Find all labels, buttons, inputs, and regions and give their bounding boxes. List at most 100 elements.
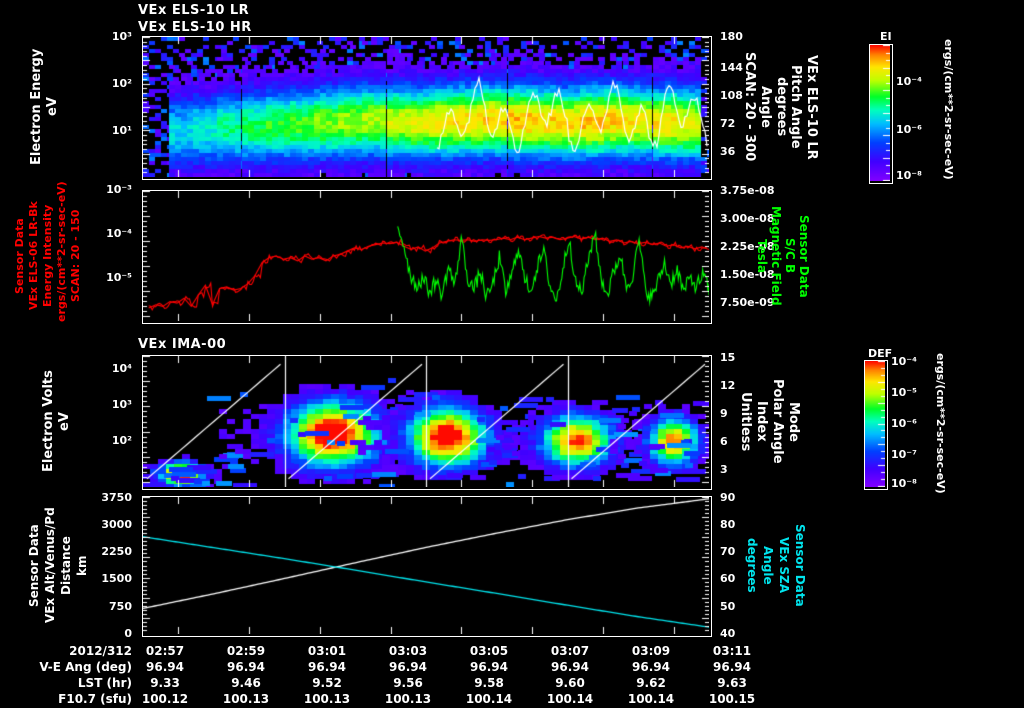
panel1-right-axis-label-4: degrees xyxy=(774,77,789,137)
panel4-ytick-5: 0 xyxy=(124,627,132,640)
panel2-left-axis-label-5: SCAN: 20 - 150 xyxy=(69,209,82,303)
table-cell-r2-c3: 9.56 xyxy=(393,676,423,690)
table-cell-r1-c4: 96.94 xyxy=(470,660,508,674)
colorbar-def-tick-2: 10⁻⁶ xyxy=(891,417,917,430)
table-cell-r3-c5: 100.14 xyxy=(546,692,594,706)
table-row-label-1: V-E Ang (deg) xyxy=(39,660,132,674)
table-cell-r3-c1: 100.13 xyxy=(222,692,270,706)
panel3-ytick-right-2: 9 xyxy=(720,407,728,420)
table-row-label-0: 2012/312 xyxy=(69,644,132,658)
panel-altitude-sza[interactable] xyxy=(142,496,712,637)
panel4-right-axis-label-4: degrees xyxy=(745,538,759,593)
panel3-ytick-right-3: 6 xyxy=(720,435,728,448)
colorbar-ei-title: EI xyxy=(880,30,892,43)
panel3-ytick-0: 10⁴ xyxy=(111,362,132,375)
panel3-ytick-1: 10³ xyxy=(111,398,132,411)
table-cell-r0-c2: 03:01 xyxy=(307,644,347,658)
table-cell-r3-c3: 100.13 xyxy=(384,692,432,706)
table-cell-r0-c7: 03:11 xyxy=(712,644,752,658)
colorbar-ei-unit: ergs/(cm**2-sr-sec-eV) xyxy=(942,38,955,180)
panel1-right-axis-label-5: SCAN: 20 - 300 xyxy=(742,52,757,162)
panel4-right-axis-label-1: Sensor Data xyxy=(793,524,807,607)
table-cell-r2-c6: 9.62 xyxy=(636,676,666,690)
panel1-right-axis-label-2: VEx ELS-10 LR xyxy=(804,54,819,160)
table-cell-r0-c6: 03:09 xyxy=(631,644,671,658)
table-cell-r1-c0: 96.94 xyxy=(146,660,184,674)
table-cell-r3-c4: 100.14 xyxy=(465,692,513,706)
panel4-right-axis-label-3: Angle xyxy=(761,546,775,585)
table-row-label-2: LST (hr) xyxy=(77,676,132,690)
colorbar-def-tick-4: 10⁻⁸ xyxy=(891,477,917,490)
table-cell-r3-c6: 100.14 xyxy=(627,692,675,706)
table-cell-r0-c5: 03:07 xyxy=(550,644,590,658)
panel4-left-axis-label-4: km xyxy=(75,555,89,576)
colorbar-def-title: DEF xyxy=(868,347,893,360)
panel-intensity-bfield[interactable] xyxy=(142,190,712,324)
table-cell-r2-c2: 9.52 xyxy=(312,676,342,690)
panel4-right-axis-label-2: VEx SZA xyxy=(777,537,791,594)
panel3-ytick-right-4: 3 xyxy=(720,463,728,476)
panel3-ytick-right-1: 12 xyxy=(720,379,736,392)
table-cell-r1-c3: 96.94 xyxy=(389,660,427,674)
panel1-title-line1: VEx ELS-10 LR xyxy=(138,3,250,18)
panel1-ytick-right-2: 108 xyxy=(720,89,743,102)
panel2-ytick-right-2: 2.25e-08 xyxy=(720,240,775,253)
panel2-right-axis-label-1: Sensor Data xyxy=(797,214,811,298)
panel2-left-axis-label-3: Energy Intensity xyxy=(41,204,54,308)
panel4-ytick-2: 2250 xyxy=(101,545,132,558)
panel3-right-axis-label-2: Polar Angle xyxy=(770,379,785,464)
table-cell-r0-c1: 02:59 xyxy=(226,644,266,658)
panel3-right-axis-label-1: Mode xyxy=(786,401,801,442)
panel2-right-axis-label-4: Tesla xyxy=(755,238,769,274)
colorbar-ei xyxy=(869,44,893,184)
colorbar-def-tick-3: 10⁻⁷ xyxy=(891,448,917,461)
colorbar-ei-tick-1: 10⁻⁶ xyxy=(896,123,922,136)
panel4-ytick-right-2: 70 xyxy=(720,545,736,558)
panel1-ytick-2: 10¹ xyxy=(111,124,132,137)
panel4-ytick-right-4: 50 xyxy=(720,600,736,613)
panel1-ytick-right-1: 144 xyxy=(720,61,743,74)
panel1-ytick-right-0: 180 xyxy=(720,30,743,43)
panel1-left-axis-label-2: eV xyxy=(45,97,60,117)
panel4-ytick-right-5: 40 xyxy=(720,627,736,640)
table-cell-r0-c3: 03:03 xyxy=(388,644,428,658)
panel-els-spectrogram[interactable] xyxy=(142,36,712,180)
table-cell-r1-c2: 96.94 xyxy=(308,660,346,674)
panel2-left-axis-label-4: ergs/(cm**2-sr-sec-eV) xyxy=(55,181,68,322)
table-cell-r2-c7: 9.63 xyxy=(717,676,747,690)
table-cell-r1-c1: 96.94 xyxy=(227,660,265,674)
panel4-left-axis-label-2: VEx Alt/Venus/Pd xyxy=(43,507,57,624)
colorbar-def-unit: ergs/(cm**2-sr-sec-eV) xyxy=(934,352,947,494)
panel2-ytick-0: 10⁻³ xyxy=(106,183,132,196)
panel1-right-axis-label-1: Pitch Angle xyxy=(788,65,803,149)
panel1-ytick-0: 10³ xyxy=(111,30,132,43)
panel4-ytick-0: 3750 xyxy=(101,491,132,504)
table-cell-r3-c0: 100.12 xyxy=(141,692,189,706)
panel1-title-line2: VEx ELS-10 HR xyxy=(138,20,252,35)
panel2-right-axis-label-3: Magnetic Field xyxy=(769,206,783,306)
panel3-ytick-2: 10² xyxy=(111,434,132,447)
panel4-ytick-right-0: 90 xyxy=(720,491,736,504)
panel2-ytick-right-0: 3.75e-08 xyxy=(720,184,775,197)
panel4-ytick-4: 750 xyxy=(109,600,132,613)
panel1-left-axis-label-1: Electron Energy xyxy=(29,48,44,166)
table-cell-r2-c5: 9.60 xyxy=(555,676,585,690)
panel-ima-spectrogram[interactable] xyxy=(142,355,712,490)
colorbar-ei-tick-2: 10⁻⁸ xyxy=(896,169,922,182)
panel4-ytick-3: 1500 xyxy=(101,572,132,585)
panel3-right-axis-label-4: Unitless xyxy=(738,391,753,452)
panel2-ytick-right-4: 7.50e-09 xyxy=(720,296,775,309)
panel4-ytick-right-1: 80 xyxy=(720,518,736,531)
table-cell-r1-c5: 96.94 xyxy=(551,660,589,674)
panel1-ytick-right-3: 72 xyxy=(720,117,736,130)
panel1-right-axis-label-3: Angle xyxy=(758,86,773,128)
table-row-label-3: F10.7 (sfu) xyxy=(58,692,132,706)
colorbar-def-tick-1: 10⁻⁵ xyxy=(891,386,917,399)
panel2-right-axis-label-2: S/C B xyxy=(783,238,797,274)
panel3-left-axis-label-2: eV xyxy=(57,412,72,431)
table-cell-r2-c4: 9.58 xyxy=(474,676,504,690)
table-cell-r1-c6: 96.94 xyxy=(632,660,670,674)
table-cell-r1-c7: 96.94 xyxy=(713,660,751,674)
panel3-ytick-right-0: 15 xyxy=(720,351,736,364)
